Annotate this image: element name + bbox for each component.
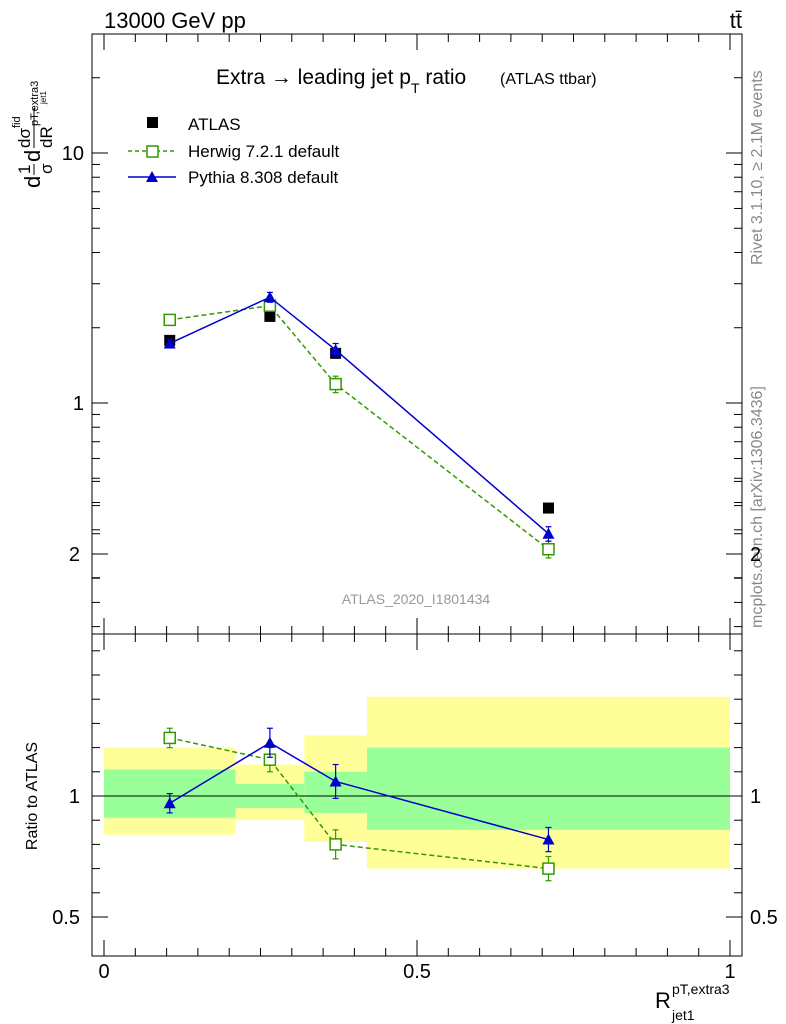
legend-atlas-marker [147, 117, 158, 128]
svg-text:pT,extra3: pT,extra3 [29, 81, 41, 126]
ratio-xtick-label: 1 [724, 961, 735, 983]
ratio-pythia-point [542, 833, 555, 845]
svg-text:dR: dR [37, 126, 56, 148]
legend-herwig-marker [146, 145, 159, 158]
main-title: Extra → leading jet pT ratio (ATLAS ttba… [216, 66, 597, 96]
main-pythia-point [542, 527, 555, 539]
process-label: tt̄ [730, 8, 742, 33]
legend-herwig-label: Herwig 7.2.1 default [188, 142, 339, 161]
mcplots-label: mcplots.cern.ch [arXiv:1306.3436] [749, 386, 766, 628]
ratio-ytick-label-right: 0.5 [750, 907, 778, 929]
analysis-watermark: ATLAS_2020_I1801434 [342, 591, 491, 607]
title-extra: (ATLAS ttbar) [500, 71, 597, 88]
ratio-xtick-label: 0 [98, 961, 109, 983]
main-pythia-point [329, 343, 342, 355]
title-tail: ratio [420, 66, 467, 89]
main-atlas-point [542, 502, 554, 514]
legend-pythia-label: Pythia 8.308 default [188, 168, 339, 187]
main-ylabel: d 1 σ d dσ fid dR pT,extra3 jet1 [11, 81, 56, 188]
ratio-ytick-label-right: 2 [750, 544, 761, 566]
main-herwig-point [542, 543, 555, 556]
ratio-ylabel: Ratio to ATLAS [24, 742, 41, 850]
energy-label: 13000 GeV pp [104, 8, 246, 33]
main-pythia-point [163, 337, 176, 349]
ratio-herwig-point [163, 731, 176, 745]
main-herwig-line [169, 304, 549, 550]
svg-text:1: 1 [15, 165, 34, 174]
legend: ATLAS Herwig 7.2.1 default Pythia 8.308 … [128, 115, 339, 187]
main-herwig-point [163, 313, 176, 327]
svg-text:dσ: dσ [15, 128, 34, 148]
ratio-pythia-point [263, 736, 276, 748]
svg-text:Extra → leading jet pT ratio: Extra → leading jet pT ratio [216, 66, 466, 96]
ratio-pythia-point [163, 797, 176, 809]
data-series [163, 291, 555, 882]
title-main: Extra → leading jet p [216, 66, 411, 89]
rivet-version-label: Rivet 3.1.10, ≥ 2.1M events [749, 70, 766, 265]
svg-text:jet1: jet1 [671, 1007, 695, 1023]
ratio-xlabel: R pT,extra3 jet1 [655, 981, 730, 1023]
ratio-herwig-point [542, 862, 555, 875]
ratio-ytick-label-right: 1 [750, 786, 761, 808]
band-inner-3 [366, 747, 730, 830]
axes: 1 10 0 0.5 1 0.5 0.5 1 1 2 2 [52, 33, 778, 983]
legend-pythia-marker [146, 171, 158, 182]
svg-text:R: R [655, 988, 671, 1013]
svg-text:σ: σ [37, 163, 56, 174]
ratio-xtick-label: 0.5 [403, 961, 431, 983]
ratio-pythia-line [169, 741, 549, 841]
ratio-herwig-point [329, 838, 342, 851]
svg-text:d: d [20, 176, 45, 188]
main-ytick-label: 1 [73, 393, 84, 415]
svg-text:d: d [20, 150, 45, 162]
main-pythia-point [263, 291, 276, 303]
legend-atlas-label: ATLAS [188, 115, 241, 134]
uncertainty-bands [104, 696, 730, 869]
svg-text:jet1: jet1 [39, 91, 48, 105]
title-subscript: T [411, 80, 420, 96]
main-pythia-line [169, 296, 549, 535]
ratio-ytick-label: 2 [69, 544, 80, 566]
main-atlas-point [264, 310, 276, 322]
svg-text:pT,extra3: pT,extra3 [672, 981, 730, 997]
svg-text:fid: fid [11, 116, 23, 128]
main-ytick-label: 10 [62, 143, 84, 165]
ratio-ytick-label: 0.5 [52, 907, 80, 929]
ratio-herwig-line [169, 737, 549, 870]
main-herwig-point [329, 377, 342, 391]
ratio-pythia-point [329, 775, 342, 787]
ratio-ytick-label: 1 [69, 786, 80, 808]
